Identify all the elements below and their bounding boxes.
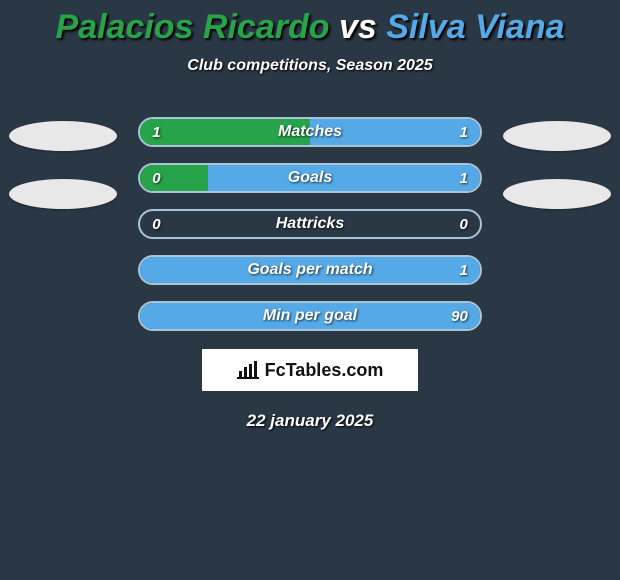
right-avatar-column [500,117,614,209]
brand-text: FcTables.com [265,360,384,381]
left-player-avatar [9,121,117,151]
bar-fill-right [310,119,480,145]
title-right: Silva Viana [386,8,564,46]
bar-fill-right [140,303,480,329]
stat-left-value: 0 [152,211,160,237]
stat-label: Hattricks [140,211,480,237]
comparison-widget: Palacios Ricardo vs Silva Viana Club com… [0,0,620,580]
stat-bar: 1Goals per match [138,255,482,285]
bar-fill-right [140,257,480,283]
date-text: 22 january 2025 [0,411,620,431]
brand-box[interactable]: FcTables.com [202,349,418,391]
stat-bar: 0 0Hattricks [138,209,482,239]
stat-right-value: 0 [459,211,467,237]
title-left: Palacios Ricardo [55,8,329,46]
chart-icon [237,361,259,379]
left-club-avatar [9,179,117,209]
bar-fill-left [140,165,208,191]
comparison-body: 11Matches 01Goals 0 0Hattricks 1Goals per ma… [0,117,620,331]
stat-bar: 01Goals [138,163,482,193]
right-player-avatar [503,121,611,151]
title-vs: vs [330,8,387,46]
stat-bars: 11Matches 01Goals 0 0Hattricks 1Goals per ma… [138,117,482,331]
bar-fill-right [208,165,480,191]
right-club-avatar [503,179,611,209]
bar-fill-left [140,119,310,145]
left-avatar-column [6,117,120,209]
subtitle: Club competitions, Season 2025 [0,57,620,75]
page-title: Palacios Ricardo vs Silva Viana [0,0,620,47]
stat-bar: 11Matches [138,117,482,147]
stat-bar: 90Min per goal [138,301,482,331]
